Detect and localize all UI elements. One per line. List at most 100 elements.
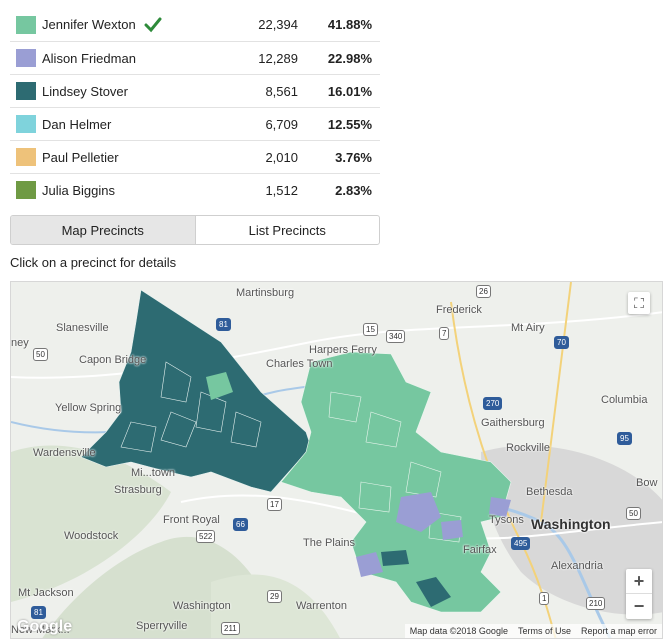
- candidate-name: Julia Biggins: [42, 182, 115, 198]
- road: [11, 311, 662, 379]
- urban-area: [481, 445, 662, 615]
- route-shield: 1: [539, 592, 550, 605]
- place-label: Mt Airy: [511, 322, 545, 334]
- place-label: Bow: [636, 477, 658, 489]
- candidate-color-swatch: [16, 181, 36, 199]
- map-hint: Click on a precinct for details: [10, 255, 177, 270]
- place-label: Slanesville: [56, 322, 109, 334]
- winner-check-icon: [144, 17, 162, 32]
- route-shield: 522: [196, 530, 216, 543]
- candidate-percent: 3.76%: [335, 149, 372, 165]
- precinct-friedman[interactable]: [396, 492, 441, 532]
- candidate-row: Paul Pelletier 2,010 3.76%: [10, 140, 380, 173]
- place-label: Martinsburg: [236, 287, 295, 299]
- place-label: Bethesda: [526, 486, 573, 498]
- place-label: New Mark...: [11, 624, 70, 636]
- candidate-color-swatch: [16, 148, 36, 166]
- map-data-credit: Map data ©2018 Google: [409, 626, 508, 636]
- place-label: Rockville: [506, 442, 551, 454]
- route-shield: 66: [233, 518, 248, 531]
- precinct-wexton[interactable]: [206, 372, 233, 400]
- terms-link[interactable]: Terms of Use: [517, 626, 571, 636]
- precinct-lines: [328, 391, 462, 543]
- fullscreen-button[interactable]: ⛶: [628, 292, 650, 314]
- candidate-percent: 2.83%: [335, 182, 372, 198]
- place-label: ney: [11, 337, 29, 349]
- district-region-wexton[interactable]: [280, 351, 512, 613]
- precinct-lines: [120, 361, 262, 453]
- route-shield: 15: [363, 323, 378, 336]
- place-label: Capon Bridge: [79, 354, 147, 366]
- place-label: Wardensville: [33, 447, 96, 459]
- candidate-color-swatch: [16, 15, 36, 34]
- view-toggle: Map Precincts List Precincts: [10, 215, 380, 245]
- map-canvas: [11, 282, 662, 638]
- google-logo[interactable]: Google: [17, 618, 73, 635]
- precinct-friedman[interactable]: [441, 520, 463, 540]
- candidate-percent: 22.98%: [327, 50, 372, 66]
- candidate-row: Julia Biggins 1,512 2.83%: [10, 173, 380, 206]
- fullscreen-icon: ⛶: [634, 294, 644, 311]
- place-label: Yellow Spring: [55, 402, 122, 414]
- list-precincts-button[interactable]: List Precincts: [248, 222, 326, 238]
- candidate-name: Lindsey Stover: [42, 83, 128, 99]
- candidate-name: Alison Friedman: [42, 50, 136, 66]
- place-label: Sperryville: [136, 620, 188, 632]
- route-shield: 81: [216, 318, 231, 331]
- road: [540, 282, 572, 523]
- candidate-row: Jennifer Wexton 22,394 41.88%: [10, 8, 380, 41]
- ridge-terrain: [11, 445, 171, 602]
- zoom-in-button[interactable]: +: [626, 569, 652, 594]
- candidate-percent: 41.88%: [327, 17, 372, 32]
- candidate-votes: 8,561: [265, 83, 298, 99]
- candidate-row: Dan Helmer 6,709 12.55%: [10, 107, 380, 140]
- route-shield: 340: [386, 330, 406, 343]
- candidate-color-swatch: [16, 115, 36, 133]
- route-shield: 495: [511, 537, 531, 550]
- map-attribution: Map data ©2018 Google Terms of Use Repor…: [404, 624, 662, 638]
- candidate-votes: 2,010: [265, 149, 298, 165]
- map-precincts-button[interactable]: Map Precincts: [11, 216, 196, 244]
- place-label: Harpers Ferry: [309, 344, 377, 356]
- route-shield: 7: [439, 327, 450, 340]
- candidate-color-swatch: [16, 82, 36, 100]
- candidate-votes: 6,709: [265, 116, 298, 132]
- route-shield: 211: [221, 622, 240, 635]
- report-error-link[interactable]: Report a map error: [580, 626, 657, 636]
- precinct-stover[interactable]: [381, 550, 409, 566]
- candidate-name: Jennifer Wexton: [42, 17, 136, 32]
- place-label: Charles Town: [266, 358, 333, 370]
- zoom-out-button[interactable]: −: [633, 596, 645, 616]
- route-shield: 81: [31, 606, 46, 619]
- route-shield: 50: [33, 348, 48, 361]
- precinct-friedman[interactable]: [356, 552, 383, 577]
- precinct-stover[interactable]: [416, 577, 451, 607]
- route-shield: 17: [267, 498, 282, 511]
- route-shield: 210: [586, 597, 606, 610]
- place-label: Alexandria: [551, 560, 603, 572]
- place-label: Front Royal: [163, 514, 220, 526]
- candidate-row: Alison Friedman 12,289 22.98%: [10, 41, 380, 74]
- candidate-row: Lindsey Stover 8,561 16.01%: [10, 74, 380, 107]
- precinct-map[interactable]: Martinsburg Frederick Slanesville Mt Air…: [10, 281, 663, 639]
- place-label: Tysons: [489, 514, 524, 526]
- candidate-name: Dan Helmer: [42, 116, 112, 132]
- ridge-terrain: [211, 574, 340, 638]
- place-label: The Plains: [303, 537, 355, 549]
- road: [450, 301, 557, 638]
- place-label: Columbia: [601, 394, 648, 406]
- precinct-friedman[interactable]: [489, 497, 511, 517]
- zoom-control: + −: [626, 569, 652, 619]
- route-shield: 70: [554, 336, 569, 349]
- place-label: Frederick: [436, 304, 482, 316]
- place-label: Strasburg: [114, 484, 162, 496]
- place-label: Mt Jackson: [18, 587, 74, 599]
- district-region-stover[interactable]: [80, 289, 312, 493]
- place-label: Warrenton: [296, 600, 347, 612]
- place-label: Gaithersburg: [481, 417, 545, 429]
- candidate-votes: 1,512: [265, 182, 298, 198]
- candidate-percent: 16.01%: [327, 83, 372, 99]
- candidate-votes: 12,289: [258, 50, 298, 66]
- place-label: Fairfax: [463, 544, 497, 556]
- route-shield: 270: [483, 397, 503, 410]
